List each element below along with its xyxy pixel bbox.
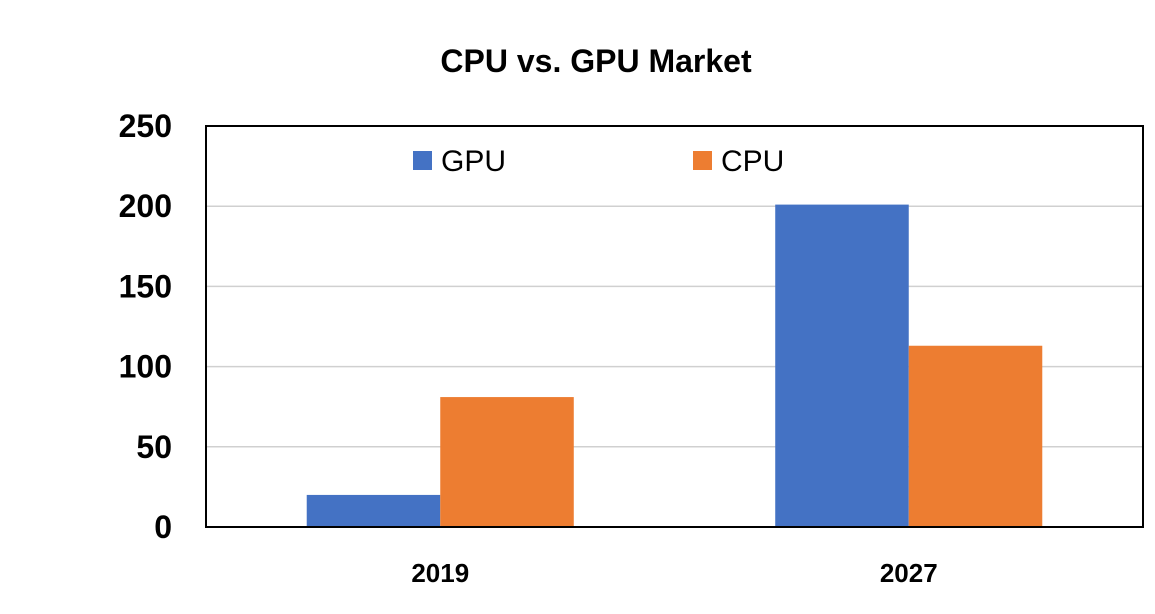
y-tick-label: 50 [136,429,172,465]
bar-cpu-2019 [440,397,574,527]
legend-swatch-cpu [693,151,712,170]
y-axis-ticks: 0 50 100 150 200 250 [119,108,172,545]
bars [306,204,1043,527]
y-tick-label: 200 [119,188,172,224]
legend-swatch-gpu [413,151,432,170]
bar-cpu-2027 [908,345,1043,527]
plot-frame [205,125,1144,528]
y-tick-label: 250 [119,108,172,144]
legend-label-gpu: GPU [441,145,506,178]
legend-label-cpu: CPU [721,145,784,178]
bar-gpu-2019 [306,494,441,527]
x-tick-label: 2027 [880,558,938,588]
y-tick-label: 100 [119,349,172,385]
legend: GPU CPU [413,145,784,178]
x-tick-label: 2019 [411,558,469,588]
chart-title: CPU vs. GPU Market [440,43,752,79]
bar-gpu-2027 [775,204,909,527]
y-tick-label: 150 [119,268,172,304]
y-tick-label: 0 [154,509,172,545]
x-axis-ticks: 2019 2027 [411,558,937,588]
